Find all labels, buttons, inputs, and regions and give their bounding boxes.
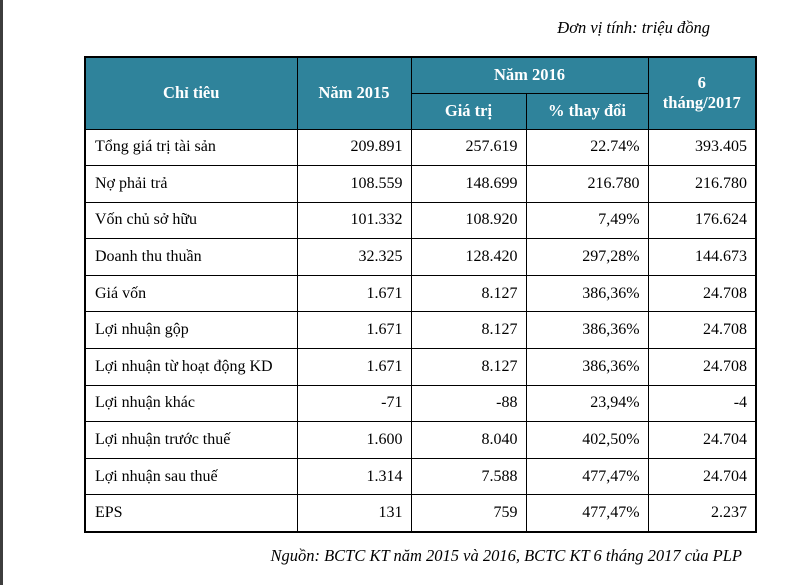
value-6-thang-2017-cell: 2.237 <box>647 494 757 533</box>
value-pct-thay-doi-cell: 386,36% <box>525 348 649 386</box>
row-label-cell: EPS <box>84 494 298 533</box>
table-row: Nợ phải trả 108.559 148.699 216.780 216.780 <box>84 165 757 203</box>
value-gia-tri-2016-cell: 257.619 <box>410 128 527 167</box>
header-nam-2016: Năm 2016 <box>410 56 649 94</box>
value-nam-2015-cell: 101.332 <box>296 201 412 240</box>
value-6-thang-2017-cell: -4 <box>647 384 757 423</box>
table-row: Lợi nhuận từ hoạt động KD 1.671 8.127 386,3… <box>84 348 757 386</box>
table-row: Lợi nhuận sau thuế 1.314 7.588 477,47% 24.70… <box>84 457 757 496</box>
source-note: Nguồn: BCTC KT năm 2015 và 2016, BCTC KT… <box>270 546 742 565</box>
value-nam-2015-cell: 108.559 <box>296 165 412 203</box>
value-6-thang-2017-cell: 216.780 <box>647 165 757 203</box>
value-6-thang-2017-cell: 24.708 <box>647 311 757 350</box>
value-pct-thay-doi-cell: 7,49% <box>525 201 649 240</box>
value-gia-tri-2016-cell: 128.420 <box>410 238 527 276</box>
value-gia-tri-2016-cell: 148.699 <box>410 165 527 203</box>
value-nam-2015-cell: 209.891 <box>296 128 412 167</box>
table-row: EPS 131 759 477,47% 2.237 <box>84 494 757 533</box>
value-gia-tri-2016-cell: 8.127 <box>410 348 527 386</box>
value-gia-tri-2016-cell: 8.040 <box>410 421 527 459</box>
value-nam-2015-cell: -71 <box>296 384 412 423</box>
value-nam-2015-cell: 1.671 <box>296 311 412 350</box>
value-nam-2015-cell: 1.314 <box>296 457 412 496</box>
row-label-cell: Lợi nhuận gộp <box>84 311 298 350</box>
row-label-cell: Giá vốn <box>84 274 298 313</box>
value-nam-2015-cell: 1.600 <box>296 421 412 459</box>
value-gia-tri-2016-cell: -88 <box>410 384 527 423</box>
value-gia-tri-2016-cell: 108.920 <box>410 201 527 240</box>
value-pct-thay-doi-cell: 297,28% <box>525 238 649 276</box>
header-chi-tieu: Chỉ tiêu <box>84 56 298 130</box>
value-6-thang-2017-cell: 24.704 <box>647 421 757 459</box>
row-label-cell: Doanh thu thuần <box>84 238 298 276</box>
value-6-thang-2017-cell: 24.704 <box>647 457 757 496</box>
table-row: Tổng giá trị tài sản 209.891 257.619 22.74%… <box>84 128 757 167</box>
value-nam-2015-cell: 32.325 <box>296 238 412 276</box>
value-gia-tri-2016-cell: 8.127 <box>410 311 527 350</box>
table-header: Chỉ tiêu Năm 2015 Năm 2016 6 tháng/2017 … <box>84 56 757 130</box>
table-row: Doanh thu thuần 32.325 128.420 297,28% 144.6… <box>84 238 757 276</box>
value-nam-2015-cell: 1.671 <box>296 274 412 313</box>
value-pct-thay-doi-cell: 216.780 <box>525 165 649 203</box>
row-label-cell: Nợ phải trả <box>84 165 298 203</box>
unit-note: Đơn vị tính: triệu đồng <box>557 18 710 37</box>
table-row: Vốn chủ sở hữu 101.332 108.920 7,49% 176.624 <box>84 201 757 240</box>
value-pct-thay-doi-cell: 22.74% <box>525 128 649 167</box>
table-body: Tổng giá trị tài sản 209.891 257.619 22.74%… <box>84 128 757 533</box>
value-pct-thay-doi-cell: 477,47% <box>525 457 649 496</box>
value-gia-tri-2016-cell: 759 <box>410 494 527 533</box>
value-6-thang-2017-cell: 176.624 <box>647 201 757 240</box>
value-6-thang-2017-cell: 393.405 <box>647 128 757 167</box>
value-pct-thay-doi-cell: 386,36% <box>525 274 649 313</box>
row-label-cell: Lợi nhuận khác <box>84 384 298 423</box>
financial-table: Chỉ tiêu Năm 2015 Năm 2016 6 tháng/2017 … <box>84 56 758 533</box>
value-gia-tri-2016-cell: 7.588 <box>410 457 527 496</box>
value-pct-thay-doi-cell: 386,36% <box>525 311 649 350</box>
header-pct-thay-doi: % thay đổi <box>525 92 649 130</box>
header-nam-2015: Năm 2015 <box>296 56 412 130</box>
header-6-thang-2017: 6 tháng/2017 <box>647 56 757 130</box>
table-row: Lợi nhuận khác -71 -88 23,94% -4 <box>84 384 757 423</box>
row-label-cell: Lợi nhuận từ hoạt động KD <box>84 348 298 386</box>
value-pct-thay-doi-cell: 402,50% <box>525 421 649 459</box>
row-label-cell: Lợi nhuận trước thuế <box>84 421 298 459</box>
table-row: Lợi nhuận gộp 1.671 8.127 386,36% 24.708 <box>84 311 757 350</box>
value-gia-tri-2016-cell: 8.127 <box>410 274 527 313</box>
value-pct-thay-doi-cell: 477,47% <box>525 494 649 533</box>
value-6-thang-2017-cell: 24.708 <box>647 348 757 386</box>
value-pct-thay-doi-cell: 23,94% <box>525 384 649 423</box>
value-6-thang-2017-cell: 24.708 <box>647 274 757 313</box>
page-left-border <box>0 0 3 585</box>
value-6-thang-2017-cell: 144.673 <box>647 238 757 276</box>
value-nam-2015-cell: 1.671 <box>296 348 412 386</box>
table-row: Giá vốn 1.671 8.127 386,36% 24.708 <box>84 274 757 313</box>
table-row: Lợi nhuận trước thuế 1.600 8.040 402,50% 24.… <box>84 421 757 459</box>
row-label-cell: Vốn chủ sở hữu <box>84 201 298 240</box>
row-label-cell: Tổng giá trị tài sản <box>84 128 298 167</box>
value-nam-2015-cell: 131 <box>296 494 412 533</box>
header-gia-tri: Giá trị <box>410 92 527 130</box>
row-label-cell: Lợi nhuận sau thuế <box>84 457 298 496</box>
